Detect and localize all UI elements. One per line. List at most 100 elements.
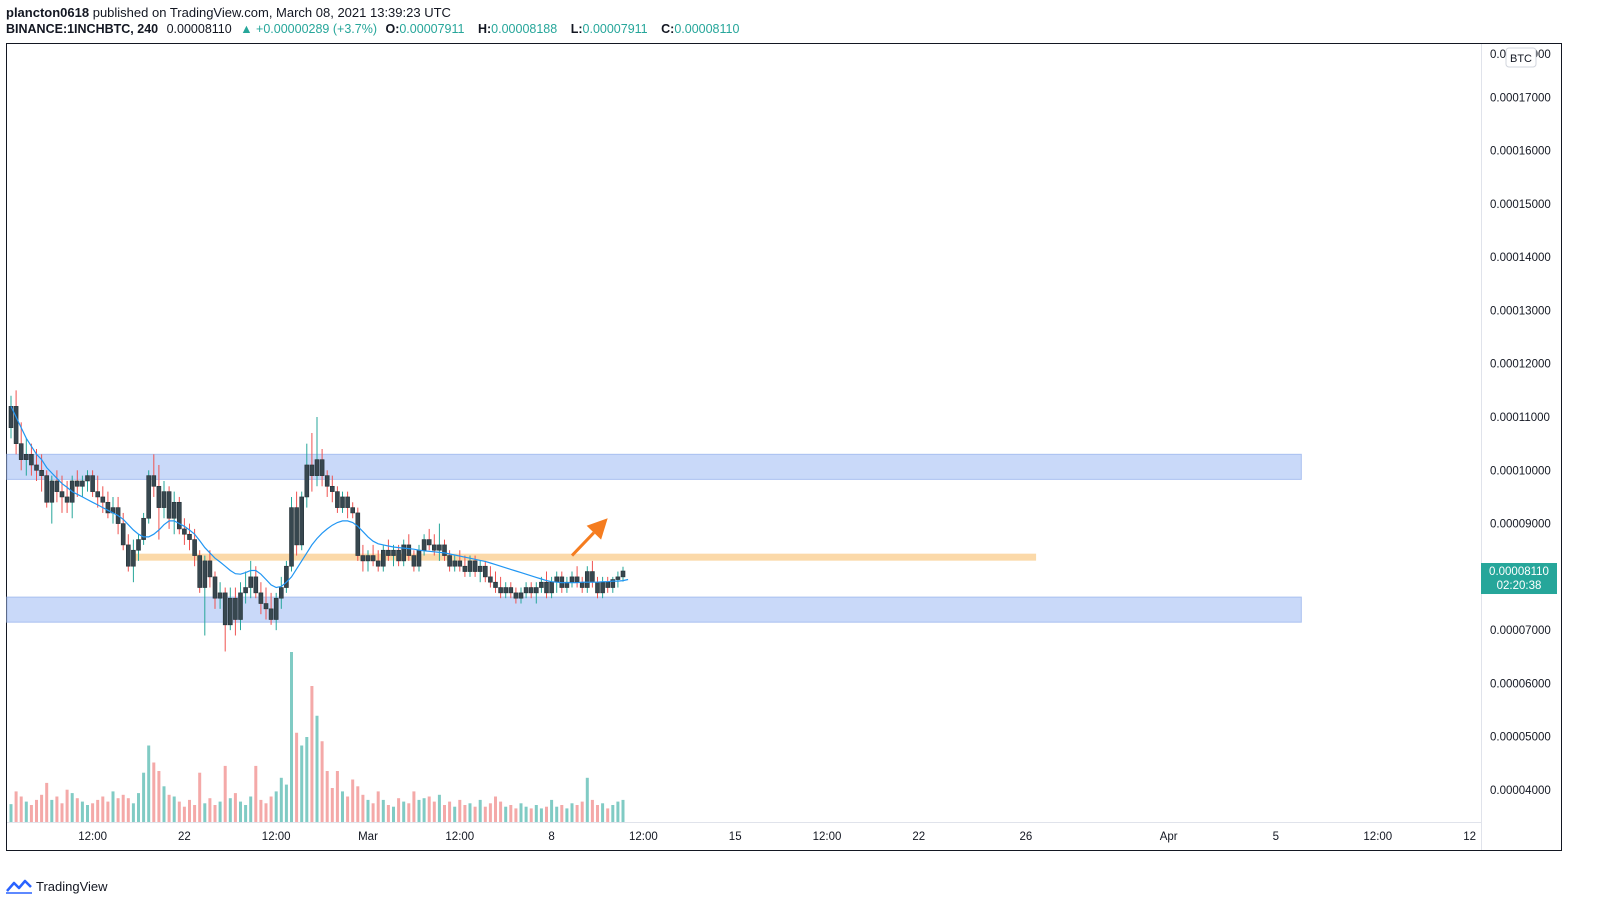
candle-body bbox=[294, 507, 299, 546]
volume-bar bbox=[534, 805, 538, 822]
volume-bar bbox=[376, 791, 380, 822]
candle-body bbox=[105, 501, 111, 514]
time-axis[interactable]: 12:00 22 12:00 Mar 12:00 8 12:00 15 12:00 22 26 Apr… bbox=[78, 831, 1476, 843]
price-tick-label: 0.00005000 bbox=[1490, 732, 1551, 744]
candle-body bbox=[8, 406, 14, 428]
candle-body bbox=[554, 576, 560, 583]
candle bbox=[126, 534, 131, 572]
ma-line bbox=[10, 406, 629, 589]
candle-body bbox=[207, 560, 213, 578]
candle bbox=[380, 544, 386, 572]
candle-body bbox=[615, 576, 621, 580]
volume-bar bbox=[412, 791, 416, 822]
price-tick-label: 0.00004000 bbox=[1490, 785, 1551, 797]
candle-body bbox=[273, 597, 279, 620]
candle-body bbox=[401, 544, 407, 562]
candle-body bbox=[579, 581, 585, 588]
volume-bar bbox=[437, 794, 441, 822]
volume-bar bbox=[106, 801, 110, 822]
author-name[interactable]: plancton0618 bbox=[6, 5, 90, 20]
candle-body bbox=[268, 608, 274, 620]
volume-bar bbox=[50, 799, 54, 822]
candle-body bbox=[421, 539, 427, 551]
volume-bar bbox=[305, 737, 309, 822]
volume-bar bbox=[601, 803, 605, 822]
candle-body bbox=[396, 549, 401, 562]
volume-bar bbox=[70, 793, 74, 822]
volume-bar bbox=[284, 784, 288, 822]
volume-bar bbox=[157, 771, 161, 822]
candle-body bbox=[263, 603, 269, 610]
volume-bar bbox=[40, 794, 44, 822]
volume-bar bbox=[453, 806, 457, 822]
candle bbox=[49, 475, 55, 524]
volume-bar bbox=[524, 806, 528, 822]
candle-body bbox=[482, 565, 488, 578]
volume-bar bbox=[432, 801, 436, 822]
volume-bar bbox=[555, 806, 559, 822]
candle bbox=[212, 571, 218, 609]
symbol-name: BINANCE:1INCHBTC, 240 bbox=[6, 22, 159, 36]
candle bbox=[18, 422, 24, 471]
candle-body bbox=[29, 454, 34, 466]
candle-body bbox=[610, 579, 616, 588]
volume-bar bbox=[75, 798, 79, 822]
volume-bar bbox=[147, 745, 151, 822]
tradingview-logo-icon bbox=[6, 879, 32, 894]
volume-bar bbox=[193, 805, 197, 822]
candle-body bbox=[370, 555, 376, 562]
volume-bars bbox=[9, 652, 625, 822]
volume-bar bbox=[269, 796, 273, 822]
candle-body bbox=[222, 592, 228, 626]
candle-body bbox=[584, 571, 590, 588]
candle-body bbox=[426, 539, 432, 546]
volume-bar bbox=[198, 772, 202, 822]
candle-body bbox=[49, 480, 55, 503]
brand-name[interactable]: TradingView bbox=[36, 878, 108, 894]
candle-body bbox=[457, 560, 463, 567]
candle-body bbox=[177, 501, 182, 530]
candle-body bbox=[100, 496, 106, 503]
candle-body bbox=[309, 464, 315, 476]
low-value: 0.00007911 bbox=[582, 22, 648, 36]
currency-badge[interactable]: BTC bbox=[1505, 47, 1537, 68]
close-label: C: bbox=[661, 22, 675, 36]
price-tick-label: 0.00013000 bbox=[1490, 305, 1551, 317]
candle bbox=[289, 496, 294, 572]
price-change: ▲ +0.00000289 (+3.7%) bbox=[240, 22, 377, 36]
volume-bar bbox=[335, 771, 339, 822]
volume-bar bbox=[121, 794, 125, 822]
candle bbox=[391, 544, 396, 567]
candle-body bbox=[85, 475, 90, 482]
candle bbox=[467, 555, 473, 577]
volume-bar bbox=[315, 715, 319, 822]
candle-body bbox=[437, 544, 442, 551]
volume-bar bbox=[218, 801, 222, 822]
volume-bar bbox=[172, 796, 176, 822]
candle-body bbox=[120, 523, 126, 546]
volume-bar bbox=[381, 799, 385, 822]
time-tick-label: 12:00 bbox=[262, 831, 291, 843]
candle-body bbox=[278, 587, 284, 599]
candle bbox=[437, 523, 442, 561]
volume-bar bbox=[422, 798, 426, 822]
candle bbox=[488, 566, 493, 588]
candle-body bbox=[39, 470, 44, 476]
candle bbox=[13, 390, 19, 455]
candle bbox=[263, 587, 269, 620]
support-resistance-zones bbox=[6, 453, 1302, 623]
candle bbox=[335, 486, 340, 513]
candle-body bbox=[243, 587, 248, 594]
candle-body bbox=[416, 549, 422, 567]
candle bbox=[268, 592, 274, 625]
price-zone bbox=[6, 453, 1302, 480]
candle bbox=[503, 582, 509, 599]
time-tick-label: 12:00 bbox=[813, 831, 842, 843]
volume-bar bbox=[621, 799, 625, 822]
price-tick-label: 0.00010000 bbox=[1490, 465, 1551, 477]
candle-body bbox=[90, 475, 95, 492]
candle-body bbox=[253, 576, 259, 594]
volume-bar bbox=[366, 799, 370, 822]
time-tick-label: 8 bbox=[548, 831, 554, 843]
